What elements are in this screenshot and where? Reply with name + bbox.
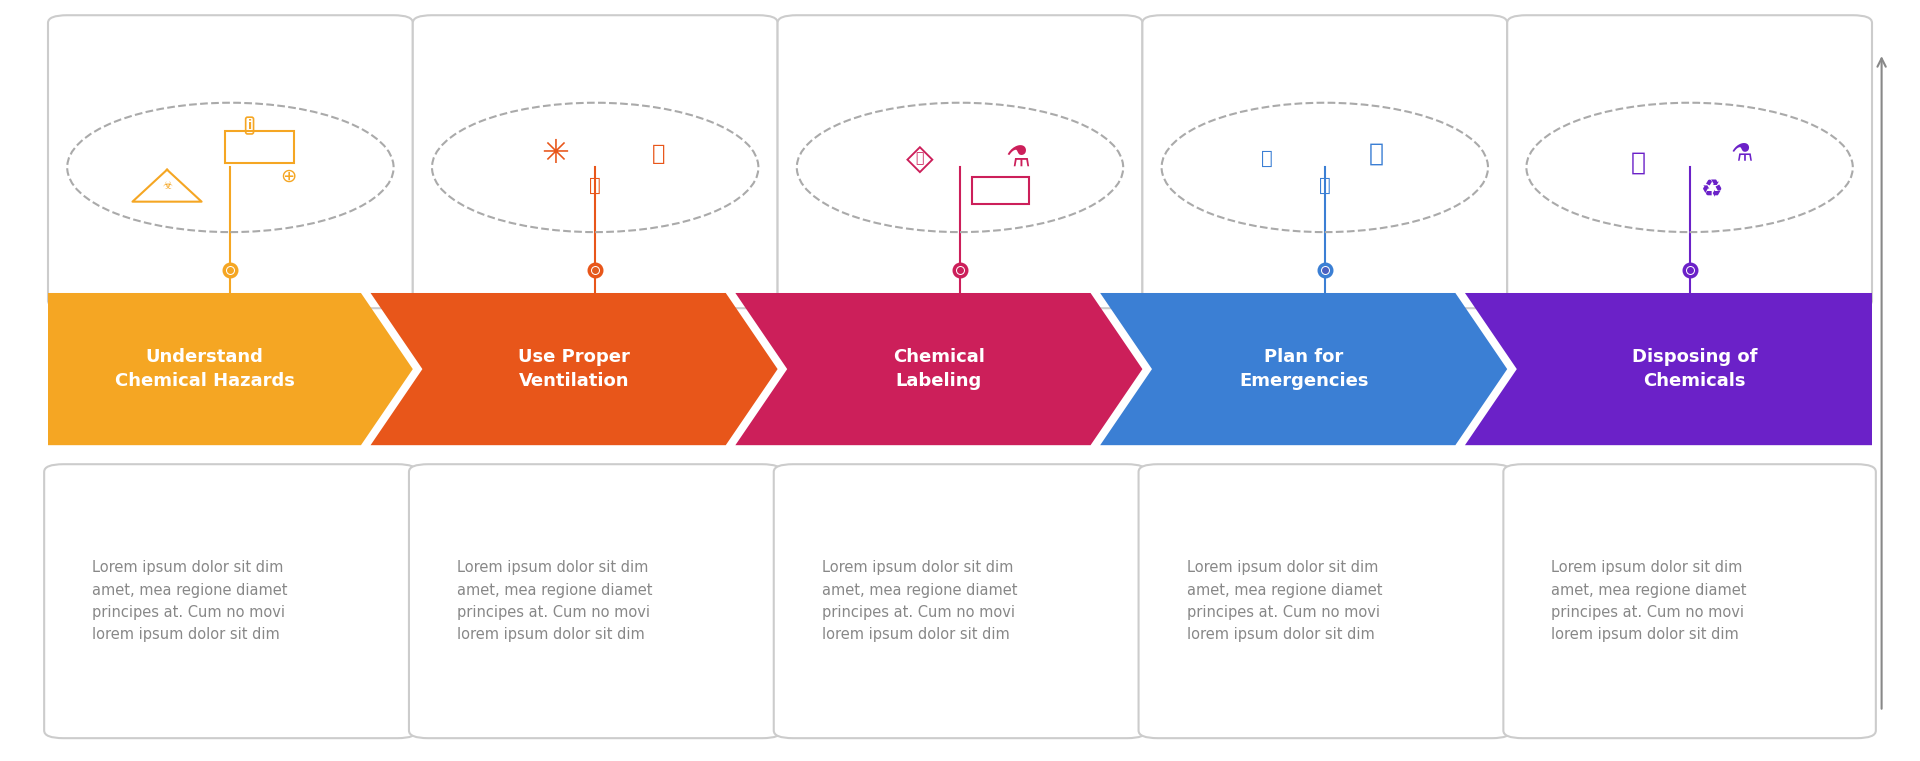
Text: ⊕: ⊕ [280,167,296,186]
Text: ✳: ✳ [541,137,568,170]
Polygon shape [48,293,413,445]
Text: 〜: 〜 [589,177,601,195]
FancyBboxPatch shape [1142,15,1507,308]
FancyBboxPatch shape [48,15,413,308]
Text: i: i [248,119,252,132]
Text: Plan for
Emergencies: Plan for Emergencies [1238,349,1369,390]
Polygon shape [1465,293,1872,445]
FancyBboxPatch shape [778,15,1142,308]
Text: ♻: ♻ [1701,178,1724,202]
Text: ◇: ◇ [906,142,933,175]
Text: 🔥: 🔥 [916,151,924,165]
Text: ☣: ☣ [161,181,173,192]
FancyBboxPatch shape [774,464,1146,738]
Text: Lorem ipsum dolor sit dim
amet, mea regione diamet
principes at. Cum no movi
lor: Lorem ipsum dolor sit dim amet, mea regi… [822,560,1018,642]
Text: Lorem ipsum dolor sit dim
amet, mea regione diamet
principes at. Cum no movi
lor: Lorem ipsum dolor sit dim amet, mea regi… [457,560,653,642]
Text: Understand
Chemical Hazards: Understand Chemical Hazards [115,349,294,390]
Text: Chemical
Labeling: Chemical Labeling [893,349,985,390]
FancyBboxPatch shape [1139,464,1511,738]
Text: 🚪: 🚪 [1261,149,1273,167]
Text: ⚗: ⚗ [1730,142,1753,166]
Text: Use Proper
Ventilation: Use Proper Ventilation [518,349,630,390]
FancyBboxPatch shape [413,15,778,308]
Text: Lorem ipsum dolor sit dim
amet, mea regione diamet
principes at. Cum no movi
lor: Lorem ipsum dolor sit dim amet, mea regi… [92,560,288,642]
Polygon shape [1100,293,1507,445]
FancyBboxPatch shape [1507,15,1872,308]
Polygon shape [735,293,1142,445]
FancyBboxPatch shape [44,464,417,738]
FancyBboxPatch shape [409,464,781,738]
Text: 🗺: 🗺 [1319,177,1331,195]
Polygon shape [371,293,778,445]
Text: 🗑: 🗑 [1630,151,1645,175]
Text: 🧑: 🧑 [653,144,664,164]
FancyBboxPatch shape [1503,464,1876,738]
Text: Lorem ipsum dolor sit dim
amet, mea regione diamet
principes at. Cum no movi
lor: Lorem ipsum dolor sit dim amet, mea regi… [1551,560,1747,642]
Text: ⚗: ⚗ [1006,145,1029,172]
Text: Disposing of
Chemicals: Disposing of Chemicals [1632,349,1757,390]
Text: Lorem ipsum dolor sit dim
amet, mea regione diamet
principes at. Cum no movi
lor: Lorem ipsum dolor sit dim amet, mea regi… [1187,560,1382,642]
Text: 👁: 👁 [1369,142,1384,166]
